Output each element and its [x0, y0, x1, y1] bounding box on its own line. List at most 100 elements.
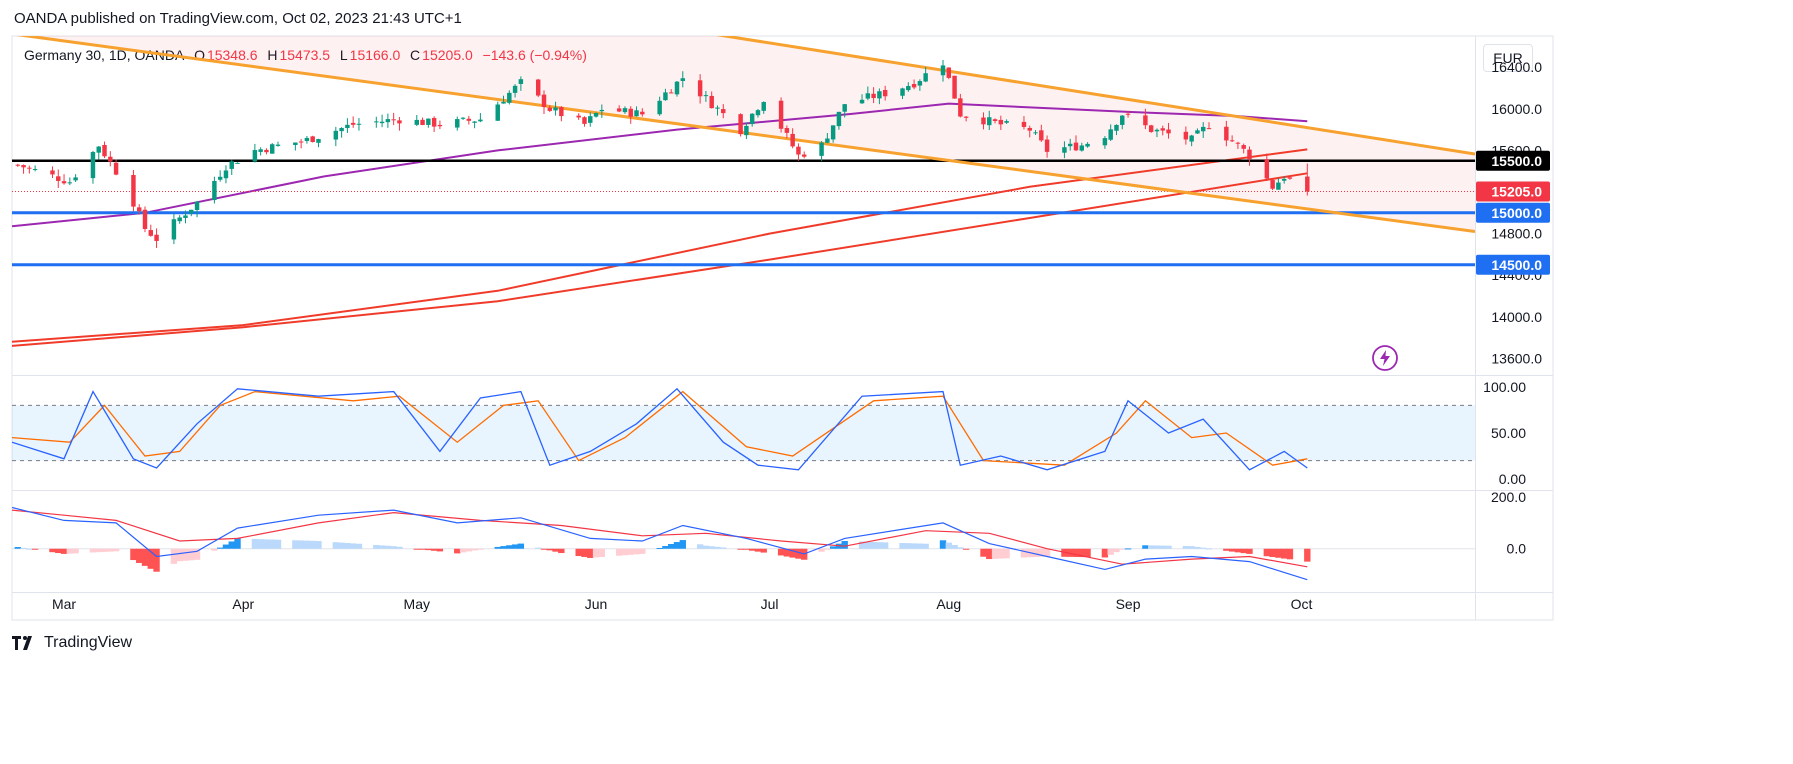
candle-body	[391, 119, 396, 121]
candle-body	[131, 174, 136, 207]
publish-header: OANDA published on TradingView.com, Oct …	[14, 10, 462, 27]
macd-histogram-bar	[1194, 546, 1201, 549]
macd-histogram-bar	[396, 546, 403, 549]
macd-histogram-bar	[795, 548, 802, 559]
candle-body	[987, 117, 992, 126]
macd-histogram-bar	[991, 548, 999, 559]
macd-histogram-bar	[20, 547, 27, 549]
candle-body	[460, 117, 466, 119]
price-tag-resistance	[1476, 150, 1550, 171]
candle-body	[379, 121, 385, 124]
lightning-icon[interactable]	[1371, 344, 1399, 372]
brand-logo[interactable]: TradingView	[12, 634, 132, 652]
macd-histogram-bar	[581, 548, 588, 557]
macd-histogram-bar	[818, 548, 825, 552]
candle-body	[108, 156, 113, 162]
macd-line	[12, 506, 1308, 581]
candle-body	[616, 108, 622, 112]
macd-histogram-bar	[1026, 548, 1033, 558]
macd-histogram-bar	[234, 538, 241, 549]
macd-histogram-bar	[303, 540, 311, 549]
macd-histogram-bar	[1182, 546, 1190, 549]
candle-body	[1189, 135, 1194, 142]
candle-body	[1114, 124, 1119, 131]
price-tick-label: 15600.0	[1491, 142, 1542, 158]
candle-body	[73, 177, 78, 181]
macd-histogram-bar	[939, 540, 947, 549]
macd-histogram-bar	[1153, 545, 1161, 549]
macd-histogram-bar	[309, 540, 316, 549]
macd-histogram-bar	[962, 548, 970, 550]
candle-body	[1287, 177, 1293, 179]
candle-body	[1073, 142, 1079, 151]
macd-histogram-bar	[945, 542, 952, 549]
macd-histogram-bar	[332, 542, 340, 549]
macd-histogram-bar	[55, 548, 62, 554]
channel-lower-line	[16, 36, 1475, 234]
candle-body	[32, 169, 38, 171]
macd-histogram-bar	[373, 544, 380, 549]
macd-histogram-bar	[419, 548, 426, 550]
macd-histogram-bar	[656, 547, 663, 549]
macd-histogram-bar	[153, 548, 160, 572]
macd-histogram-bar	[957, 547, 964, 549]
macd-histogram-bar	[274, 539, 282, 549]
macd-histogram-bar	[211, 548, 218, 551]
macd-histogram-bar	[130, 548, 137, 561]
price-tick-label: 14800.0	[1491, 226, 1542, 242]
candle-body	[634, 110, 639, 117]
macd-histogram-bar	[500, 546, 507, 549]
stoch-k-line	[12, 387, 1308, 471]
candle-body	[992, 119, 998, 121]
macd-histogram-bar	[182, 548, 189, 561]
macd-histogram-bar	[639, 548, 646, 554]
macd-histogram-bar	[26, 548, 33, 550]
candle-body	[333, 130, 339, 140]
macd-histogram-bar	[951, 544, 958, 549]
candle-body	[96, 146, 101, 153]
candle-body	[1143, 115, 1148, 126]
candle-body	[67, 182, 73, 184]
candle-body	[90, 152, 96, 179]
candle-body	[1229, 140, 1235, 142]
time-axis-label: Apr	[232, 596, 254, 612]
candle-body	[350, 122, 356, 125]
macd-histogram-bar	[980, 548, 987, 557]
candle-body	[495, 104, 500, 121]
currency-button[interactable]: EUR	[1483, 44, 1533, 72]
candle-body	[298, 141, 304, 143]
candle-body	[177, 217, 182, 222]
macd-signal-line	[12, 509, 1308, 568]
candle-body	[715, 107, 720, 109]
candle-body	[397, 120, 402, 124]
candle-body	[778, 100, 784, 129]
candle-body	[923, 73, 928, 82]
macd-histogram-bar	[454, 548, 461, 554]
channel-fill	[27, 36, 1475, 232]
macd-histogram-bar	[1228, 548, 1236, 552]
macd-histogram-bar	[511, 544, 519, 549]
macd-histogram-bar	[269, 539, 276, 549]
candle-body	[882, 90, 888, 97]
candle-body	[593, 112, 599, 117]
stoch-band	[12, 405, 1475, 461]
candle-body	[1062, 147, 1067, 153]
macd-histogram-bar	[1263, 548, 1271, 557]
candle-body	[668, 92, 674, 94]
candle-body	[1067, 143, 1073, 147]
macd-histogram-bar	[188, 548, 195, 561]
macd-histogram-bar	[1119, 548, 1126, 550]
candle-body	[871, 93, 876, 99]
macd-histogram-bar	[864, 541, 872, 549]
candle-body	[27, 167, 32, 169]
macd-histogram-bar	[1280, 548, 1288, 559]
macd-histogram-bar	[1038, 548, 1045, 557]
macd-histogram-bar	[1003, 548, 1010, 559]
macd-histogram-bar	[1159, 545, 1166, 549]
candle-body	[952, 75, 957, 99]
candle-body	[946, 67, 952, 78]
time-axis-label: Sep	[1116, 596, 1141, 612]
candle-body	[1195, 130, 1200, 134]
chart-canvas[interactable]: 16400.016000.015600.014800.014400.014000…	[0, 0, 1568, 668]
macd-histogram-bar	[1061, 548, 1068, 557]
